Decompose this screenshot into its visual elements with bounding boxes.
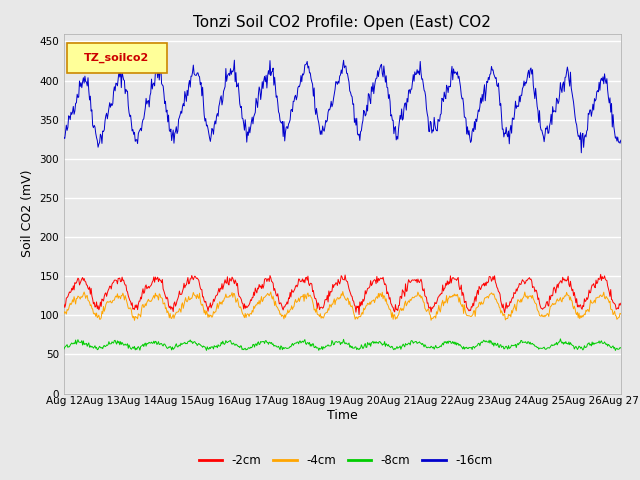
- Y-axis label: Soil CO2 (mV): Soil CO2 (mV): [21, 170, 34, 257]
- Text: TZ_soilco2: TZ_soilco2: [84, 53, 150, 63]
- Title: Tonzi Soil CO2 Profile: Open (East) CO2: Tonzi Soil CO2 Profile: Open (East) CO2: [193, 15, 492, 30]
- X-axis label: Time: Time: [327, 409, 358, 422]
- Legend: -2cm, -4cm, -8cm, -16cm: -2cm, -4cm, -8cm, -16cm: [194, 449, 497, 472]
- FancyBboxPatch shape: [67, 43, 167, 73]
